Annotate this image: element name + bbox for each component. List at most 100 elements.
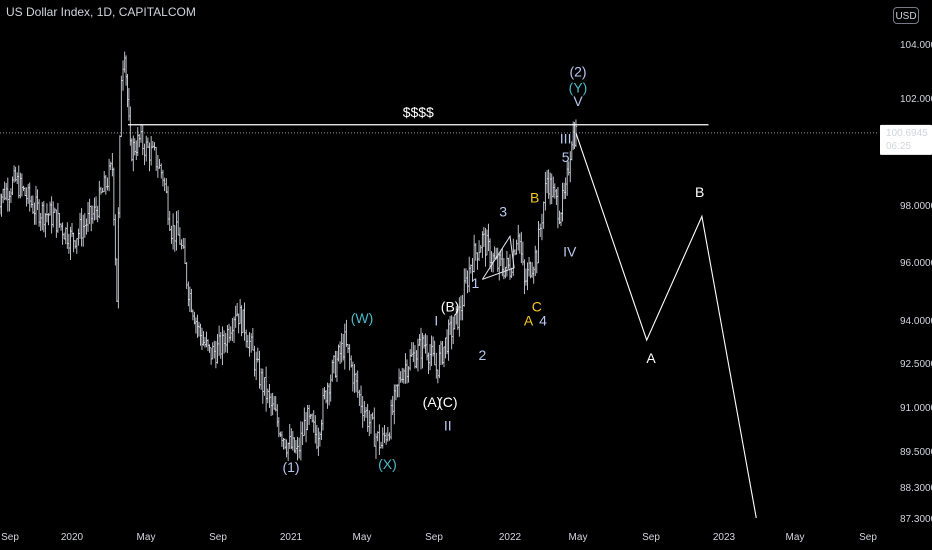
price-bar	[461, 294, 464, 321]
price-bar	[338, 341, 342, 364]
price-bar	[263, 377, 266, 396]
price-bar	[61, 222, 64, 245]
price-bar	[227, 323, 231, 343]
price-bar	[520, 231, 523, 264]
time-tick-label: Sep	[1, 532, 19, 543]
price-bar	[67, 233, 71, 254]
price-bar	[28, 182, 31, 212]
price-bar	[199, 323, 202, 346]
price-bar	[381, 427, 384, 449]
resistance-label: $$$$	[403, 104, 434, 120]
annotation-lines-layer: $$$$	[0, 104, 878, 519]
price-bar	[334, 350, 337, 378]
price-bar	[12, 165, 16, 183]
price-bar	[64, 227, 67, 245]
price-bar	[552, 176, 555, 198]
price-bar	[253, 345, 256, 377]
price-bar	[258, 350, 261, 389]
wave-label: (W)	[351, 310, 374, 326]
price-bar	[562, 182, 566, 200]
price-bar	[120, 75, 123, 137]
wave-label: (1)	[282, 459, 299, 475]
price-bar	[41, 202, 44, 231]
price-bar	[104, 174, 108, 195]
time-axis[interactable]: Sep 2020 May Sep 2021 May Sep 2022 May Sep 2023 May…	[1, 532, 877, 543]
price-bar	[106, 177, 109, 191]
price-bar	[229, 326, 232, 341]
price-bar	[269, 393, 273, 417]
time-tick-label: 2020	[61, 532, 84, 543]
price-bar	[396, 384, 399, 398]
price-bar	[222, 330, 226, 354]
price-bar	[211, 342, 214, 360]
price-bar	[439, 340, 443, 365]
price-bar	[176, 210, 180, 236]
price-bar	[9, 188, 13, 203]
time-tick-label: 2023	[713, 532, 736, 543]
wave-label: 2	[478, 347, 486, 363]
triangle-pattern[interactable]	[481, 234, 515, 280]
projection-path[interactable]	[575, 132, 757, 519]
price-bar	[545, 170, 549, 194]
price-bar	[296, 436, 299, 461]
price-bar	[425, 335, 429, 361]
price-bar	[422, 334, 426, 349]
price-bar	[58, 212, 61, 228]
wave-label: II	[444, 417, 452, 433]
price-bar	[561, 182, 564, 222]
price-bar	[25, 187, 28, 207]
price-bar	[115, 258, 119, 303]
price-bar	[397, 368, 401, 398]
price-bar	[171, 213, 175, 250]
price-bar	[145, 135, 148, 162]
price-bar	[203, 336, 207, 348]
price-bar	[240, 305, 243, 337]
price-bar	[335, 350, 339, 382]
price-bar	[363, 400, 366, 422]
price-bar	[117, 207, 120, 309]
price-bar	[274, 396, 277, 412]
price-bar	[173, 225, 176, 252]
price-bar	[515, 239, 518, 255]
wave-label: I	[434, 313, 438, 329]
price-bar	[180, 239, 183, 250]
chart-title: US Dollar Index, 1D, CAPITALCOM	[6, 5, 196, 19]
price-bar	[530, 262, 534, 278]
price-bar	[312, 410, 315, 433]
price-bar	[146, 137, 150, 149]
currency-badge[interactable]: USD	[893, 7, 919, 24]
price-bar	[345, 319, 348, 347]
price-bar	[408, 349, 412, 371]
price-bar	[154, 146, 158, 171]
price-bar	[351, 361, 355, 392]
price-bar	[17, 165, 20, 199]
time-tick-label: Sep	[209, 532, 227, 543]
price-bar	[384, 432, 388, 445]
price-bar	[141, 124, 144, 156]
price-bar	[537, 221, 540, 264]
price-bar	[474, 243, 477, 261]
price-bar	[527, 256, 531, 277]
price-bar	[386, 426, 390, 442]
price-bar	[205, 331, 208, 348]
price-bar	[6, 177, 10, 212]
price-bar	[430, 335, 433, 367]
price-bar	[187, 281, 190, 307]
price-bar	[209, 347, 213, 365]
price-bar	[231, 318, 234, 342]
price-bar	[340, 333, 343, 363]
price-bar	[249, 333, 253, 353]
price-bar	[3, 181, 6, 201]
price-bar	[507, 257, 510, 269]
price-bar	[123, 51, 126, 73]
wave-label: 1	[472, 275, 480, 291]
price-bar	[542, 201, 545, 229]
price-axis[interactable]: 104.0000 102.0000 98.0000 96.0000 94.0000 92.…	[900, 40, 932, 525]
price-bar	[70, 222, 74, 238]
price-bar	[234, 305, 237, 328]
price-bar	[342, 333, 345, 361]
price-bar	[453, 314, 456, 330]
price-bar	[464, 268, 468, 284]
price-bar	[484, 227, 487, 267]
